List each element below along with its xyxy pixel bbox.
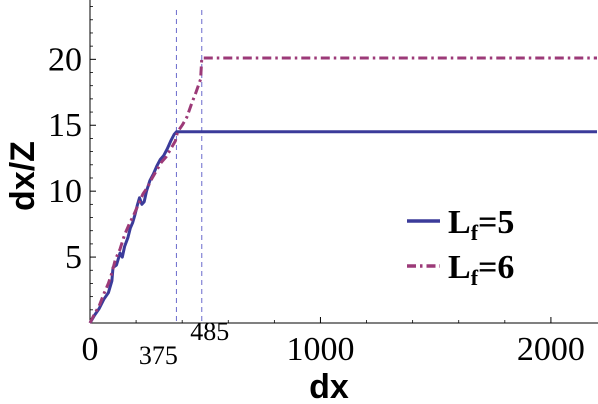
x-axis-title: dx bbox=[309, 368, 349, 404]
x-annotated-tick-label-1: 485 bbox=[190, 317, 229, 346]
legend-label-lf5-sub: f bbox=[471, 220, 479, 245]
legend-label-lf6-sub: f bbox=[471, 265, 479, 290]
legend-label-lf5: Lf=5 bbox=[448, 204, 514, 245]
y-axis-title: dx/Z bbox=[4, 141, 42, 211]
axes bbox=[89, 0, 598, 324]
legend-label-lf6-main: L bbox=[448, 249, 471, 286]
legend-label-lf6: Lf=6 bbox=[448, 249, 514, 290]
legend-entry-lf6: Lf=6 bbox=[407, 249, 514, 290]
x-tick-label-2: 2000 bbox=[517, 331, 585, 368]
y-tick-label-1: 10 bbox=[48, 173, 82, 210]
legend-label-lf5-suffix: =5 bbox=[478, 204, 514, 241]
y-tick-label-2: 15 bbox=[48, 107, 82, 144]
tick-labels: 5 10 15 20 0 1000 2000 375 485 bbox=[48, 41, 585, 370]
y-tick-label-0: 5 bbox=[65, 239, 82, 276]
legend-entry-lf5: Lf=5 bbox=[407, 204, 514, 245]
legend: Lf=5 Lf=6 bbox=[407, 204, 514, 290]
series-layer bbox=[88, 56, 597, 324]
x-annotated-tick-label-0: 375 bbox=[139, 341, 178, 370]
legend-label-lf5-main: L bbox=[448, 204, 471, 241]
x-tick-label-0: 0 bbox=[82, 331, 99, 368]
y-tick-label-3: 20 bbox=[48, 41, 82, 78]
legend-label-lf6-suffix: =6 bbox=[478, 249, 514, 286]
series-line-1 bbox=[88, 56, 597, 324]
x-tick-label-1: 1000 bbox=[286, 331, 354, 368]
series-line-0 bbox=[88, 130, 597, 324]
reference-lines bbox=[175, 10, 203, 323]
